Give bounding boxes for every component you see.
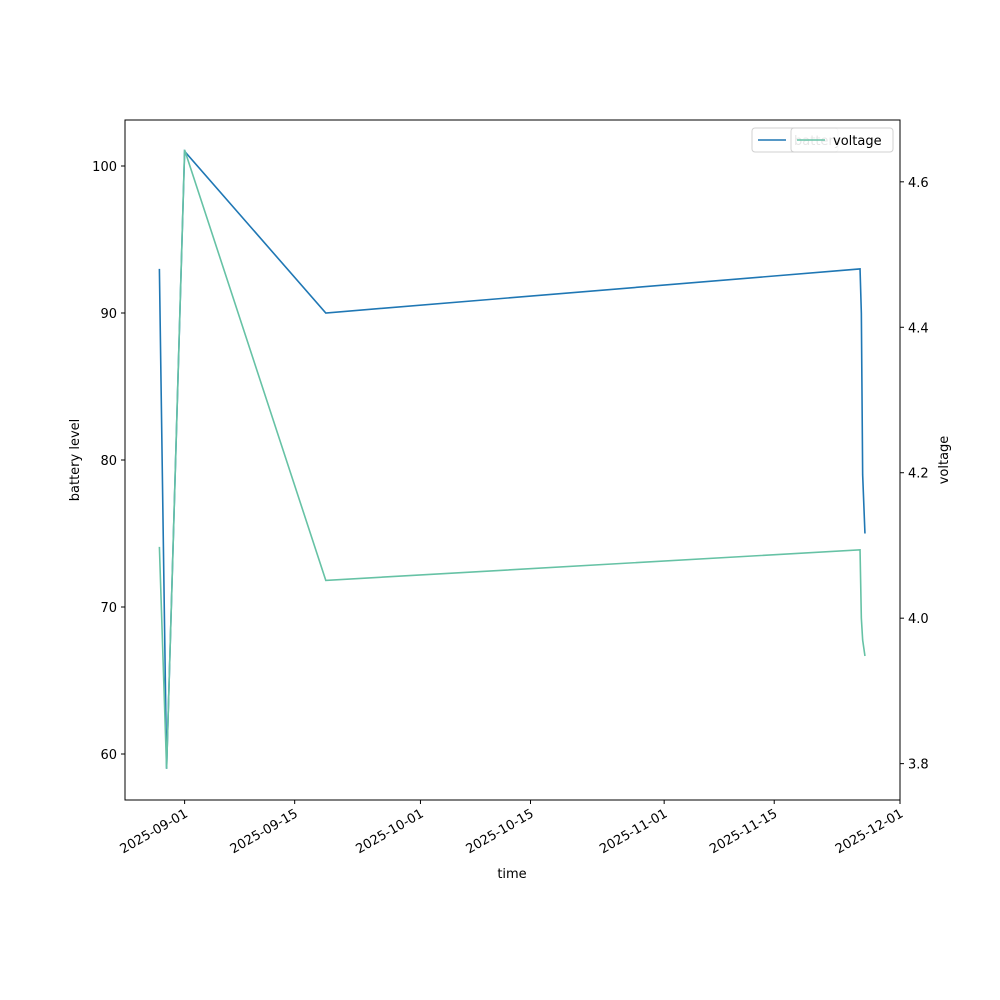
x-axis-label: time xyxy=(497,867,526,882)
y2-axis-label: voltage xyxy=(937,436,952,485)
x-tick-label: 2025-09-01 xyxy=(118,806,191,857)
y2-tick-label: 4.0 xyxy=(908,612,929,627)
x-tick-label: 2025-10-15 xyxy=(464,806,537,857)
y-tick-label: 70 xyxy=(100,601,117,616)
plot-frame xyxy=(124,119,901,801)
legend: voltage xyxy=(790,127,894,153)
x-tick-label: 2025-11-15 xyxy=(707,806,780,857)
y2-tick-label: 4.6 xyxy=(908,176,929,191)
y-tick-label: 100 xyxy=(92,160,117,175)
y-tick-label: 80 xyxy=(100,454,117,469)
y2-tick-label: 4.2 xyxy=(908,467,929,482)
x-tick-label: 2025-10-01 xyxy=(354,806,427,857)
x-tick-label: 2025-09-15 xyxy=(228,806,301,857)
x-tick-label: 2025-11-01 xyxy=(597,806,670,857)
x-tick-label: 2025-12-01 xyxy=(833,806,906,857)
y-tick-label: 90 xyxy=(100,307,117,322)
y2-tick-label: 4.4 xyxy=(908,321,929,336)
y2-tick-label: 3.8 xyxy=(908,758,929,773)
y-tick-label: 60 xyxy=(100,748,117,763)
y-axis-label: battery level xyxy=(68,419,83,502)
legend-box xyxy=(790,127,894,153)
line-series xyxy=(158,149,866,769)
legend-label: voltage xyxy=(833,134,882,149)
line-series xyxy=(158,149,866,769)
